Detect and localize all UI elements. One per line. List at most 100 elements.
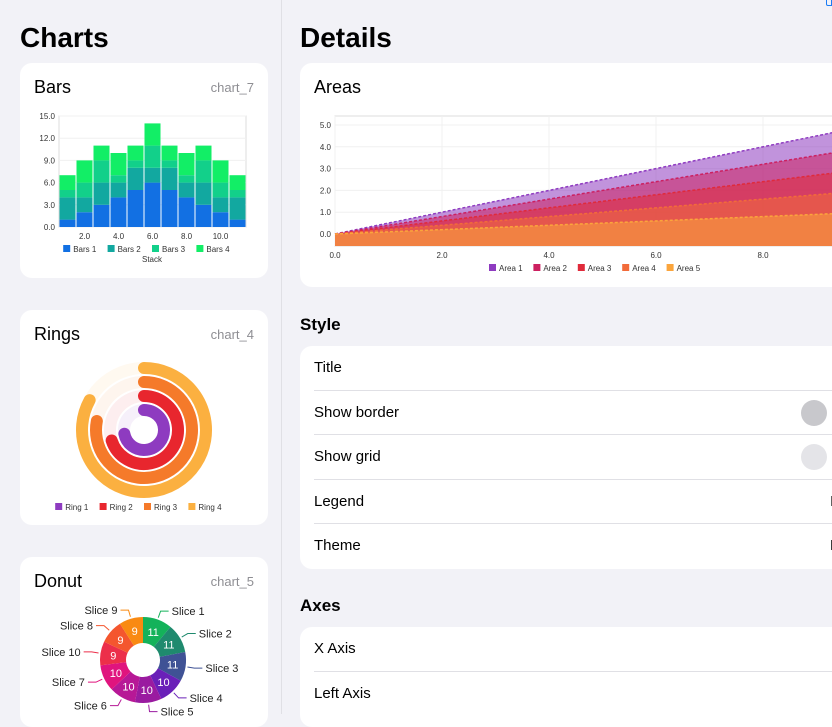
title-row[interactable]: Title — [314, 346, 832, 391]
slice-value: 10 — [157, 677, 169, 689]
donut-slice — [100, 662, 131, 690]
left-axis-row[interactable]: Left Axis — [314, 672, 832, 717]
y-tick-label: 12.0 — [39, 134, 55, 143]
bar-segment — [93, 160, 110, 183]
legend-swatch — [107, 245, 115, 252]
slice-leader — [148, 704, 158, 713]
area-line — [334, 152, 832, 235]
row-label: Legend — [314, 492, 365, 510]
bar-segment — [110, 175, 127, 183]
bar-segment — [93, 182, 110, 205]
donut-slice — [143, 617, 171, 647]
donut-slice — [119, 617, 143, 646]
slice-label: Slice 1 — [172, 606, 205, 618]
areas-chart: 0.0 2.0 4.0 6.0 8.0 0.0 1.0 2.0 3.0 4.0 5.0 Area 1 A… — [320, 115, 832, 273]
row-label: Show grid — [314, 448, 381, 465]
bars-card[interactable]: Bars chart_7 0.0 3.0 6.0 9.0 12.0 15.0 2.0 4.0 6… — [20, 63, 268, 278]
legend-swatch — [622, 264, 630, 271]
card-title: Rings — [34, 324, 81, 344]
slice-value: 9 — [110, 650, 116, 662]
slice-leader — [157, 610, 169, 618]
donut-slice — [134, 675, 162, 703]
slice-label: Slice 3 — [205, 663, 238, 675]
show-border-toggle[interactable] — [801, 399, 827, 426]
rings-card[interactable]: Rings chart_4 Ring 1 Ring 2 Ring 3 Ring 4 — [20, 310, 268, 525]
show-grid-toggle[interactable] — [801, 444, 827, 470]
x-tick-label: 6.0 — [147, 232, 159, 241]
slice-leader — [181, 633, 196, 638]
style-heading: Style — [300, 315, 341, 334]
show-grid-row[interactable]: Show grid — [314, 435, 832, 480]
bar-segment — [229, 197, 246, 220]
slice-label: Slice 9 — [84, 605, 117, 617]
bar-segment — [161, 145, 178, 161]
slice-value: 11 — [163, 640, 174, 652]
show-border-row[interactable]: Show border — [314, 391, 832, 435]
row-label: X Axis — [314, 640, 356, 657]
x-tick-label: 4.0 — [113, 232, 125, 241]
top-action-button[interactable] — [826, 0, 832, 6]
legend-value: I — [830, 493, 832, 510]
slice-label: Slice 7 — [52, 677, 85, 689]
bar-segment — [195, 182, 212, 205]
row-label: Title — [314, 359, 342, 376]
slice-value: 10 — [122, 681, 134, 693]
bar-segment — [195, 160, 212, 183]
bar-segment — [212, 212, 229, 227]
legend-swatch — [577, 264, 585, 271]
donut-slice — [111, 671, 140, 703]
legend-label: Ring 3 — [154, 503, 178, 512]
slice-label: Slice 10 — [41, 647, 80, 659]
card-id: chart_4 — [210, 327, 254, 342]
bar-segment — [144, 123, 161, 146]
y-tick-label: 0.0 — [44, 223, 56, 232]
bar-segment — [110, 182, 127, 198]
areas-card[interactable]: Areas 0.0 2.0 4.0 6.0 8.0 0.0 1.0 2.0 3.0 4.0 5.0 A… — [300, 63, 832, 287]
x-tick-label: 6.0 — [650, 251, 662, 260]
bar-segment — [93, 204, 110, 227]
legend-label: Area 3 — [588, 264, 612, 273]
area-line — [334, 131, 832, 235]
legend-label: Area 4 — [632, 264, 656, 273]
legend-label: Bars 4 — [206, 245, 230, 254]
bar-segment — [110, 197, 127, 227]
bars-chart: 0.0 3.0 6.0 9.0 12.0 15.0 2.0 4.0 6.0 8.0 10.0 Bars… — [39, 112, 247, 264]
axes-heading: Axes — [300, 596, 341, 615]
legend-swatch — [196, 245, 204, 252]
legend-swatch — [666, 264, 674, 271]
slice-value: 10 — [110, 668, 122, 680]
slice-value: 9 — [117, 635, 123, 647]
legend-label: Bars 3 — [162, 245, 186, 254]
details-title: Details — [300, 22, 392, 53]
bar-segment — [161, 190, 178, 227]
y-tick-label: 5.0 — [320, 121, 332, 130]
y-tick-label: 6.0 — [44, 179, 56, 188]
bar-segment — [76, 212, 93, 227]
legend-label: Area 2 — [543, 264, 567, 273]
slice-label: Slice 5 — [161, 707, 194, 719]
y-tick-label: 15.0 — [39, 112, 55, 121]
slice-value: 11 — [167, 660, 178, 672]
ring-arc — [118, 404, 170, 456]
bar-segment — [161, 160, 178, 168]
x-tick-label: 8.0 — [181, 232, 193, 241]
bar-segment — [59, 175, 76, 190]
legend-label: Bars 1 — [73, 245, 97, 254]
donut-card[interactable]: Donut chart_5 11 Slice 1 11 Slice 2 11 Slice … — [20, 557, 268, 727]
legend-row[interactable]: Legend I — [314, 480, 832, 524]
slice-leader — [109, 699, 122, 707]
bar-segment — [144, 167, 161, 183]
card-id: chart_5 — [210, 574, 254, 589]
theme-row[interactable]: Theme R — [314, 524, 832, 569]
y-tick-label: 0.0 — [320, 230, 332, 239]
donut-chart: 11 Slice 1 11 Slice 2 11 Slice 3 10 Slice 4 10 Sl… — [41, 605, 238, 719]
bar-segment — [127, 145, 144, 161]
slice-label: Slice 2 — [199, 629, 232, 641]
area-fill — [335, 213, 832, 246]
legend-swatch — [63, 245, 71, 252]
x-axis-row[interactable]: X Axis — [314, 627, 832, 672]
bar-segment — [76, 182, 93, 198]
bar-segment — [127, 160, 144, 168]
legend-swatch — [188, 503, 196, 510]
slice-label: Slice 4 — [190, 693, 223, 705]
